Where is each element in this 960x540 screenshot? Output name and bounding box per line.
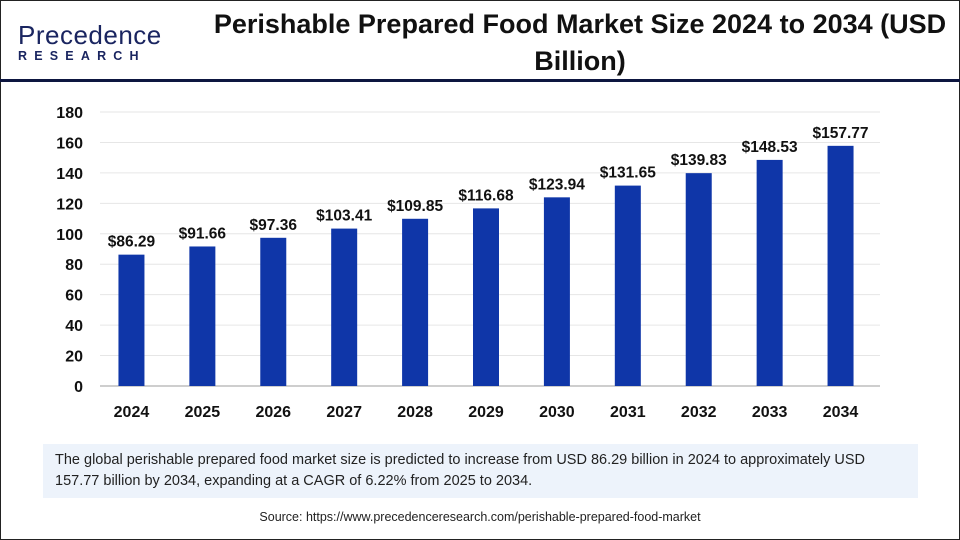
- y-tick-label: 160: [56, 135, 83, 152]
- header-divider: [0, 79, 960, 82]
- bar: [614, 185, 641, 386]
- data-label: $123.94: [529, 176, 585, 193]
- bar: [331, 228, 358, 386]
- data-label: $109.85: [387, 198, 443, 215]
- x-tick-label: 2032: [681, 404, 717, 421]
- data-label: $157.77: [813, 125, 869, 142]
- y-tick-label: 180: [56, 105, 83, 122]
- data-label: $91.66: [179, 225, 227, 242]
- x-tick-label: 2028: [397, 404, 433, 421]
- y-tick-label: 100: [56, 227, 83, 244]
- bar: [118, 254, 145, 386]
- bar: [260, 237, 287, 386]
- data-label: $131.65: [600, 165, 656, 182]
- y-tick-label: 0: [74, 379, 83, 396]
- y-tick-label: 140: [56, 166, 83, 183]
- chart-title: Perishable Prepared Food Market Size 202…: [213, 9, 947, 76]
- y-tick-label: 20: [65, 349, 83, 366]
- data-label: $116.68: [458, 187, 514, 204]
- bar: [827, 145, 854, 386]
- x-tick-label: 2033: [752, 404, 788, 421]
- source-text: Source: https://www.precedenceresearch.c…: [259, 510, 701, 524]
- bar-chart: 0 20 40 60 80 100 120 140 160 180 $86.29 2024 $91.66…: [56, 105, 880, 421]
- x-tick-label: 2026: [255, 404, 291, 421]
- data-label: $97.36: [250, 217, 298, 234]
- summary-box: The global perishable prepared food mark…: [43, 444, 918, 498]
- bar: [189, 246, 216, 386]
- x-tick-label: 2024: [114, 404, 150, 421]
- x-tick-label: 2030: [539, 404, 575, 421]
- data-label: $86.29: [108, 234, 156, 251]
- x-tick-label: 2029: [468, 404, 504, 421]
- bar: [543, 197, 570, 386]
- x-tick-label: 2034: [823, 404, 859, 421]
- data-label: $139.83: [671, 152, 727, 169]
- y-tick-label: 60: [65, 288, 83, 305]
- logo-subtitle: RESEARCH: [18, 49, 146, 63]
- data-label: $148.53: [742, 139, 798, 156]
- summary-text: The global perishable prepared food mark…: [55, 452, 866, 489]
- logo: Precedence RESEARCH: [18, 20, 168, 63]
- bar: [756, 159, 783, 386]
- bar: [402, 218, 429, 386]
- y-tick-label: 120: [56, 196, 83, 213]
- y-tick-label: 40: [65, 318, 83, 335]
- data-label: $103.41: [316, 208, 372, 225]
- x-tick-label: 2031: [610, 404, 646, 421]
- x-tick-label: 2027: [326, 404, 362, 421]
- bar: [473, 208, 499, 386]
- y-tick-label: 80: [65, 257, 83, 274]
- bar: [685, 173, 712, 386]
- logo-wordmark: Precedence: [18, 20, 162, 50]
- x-tick-label: 2025: [185, 404, 221, 421]
